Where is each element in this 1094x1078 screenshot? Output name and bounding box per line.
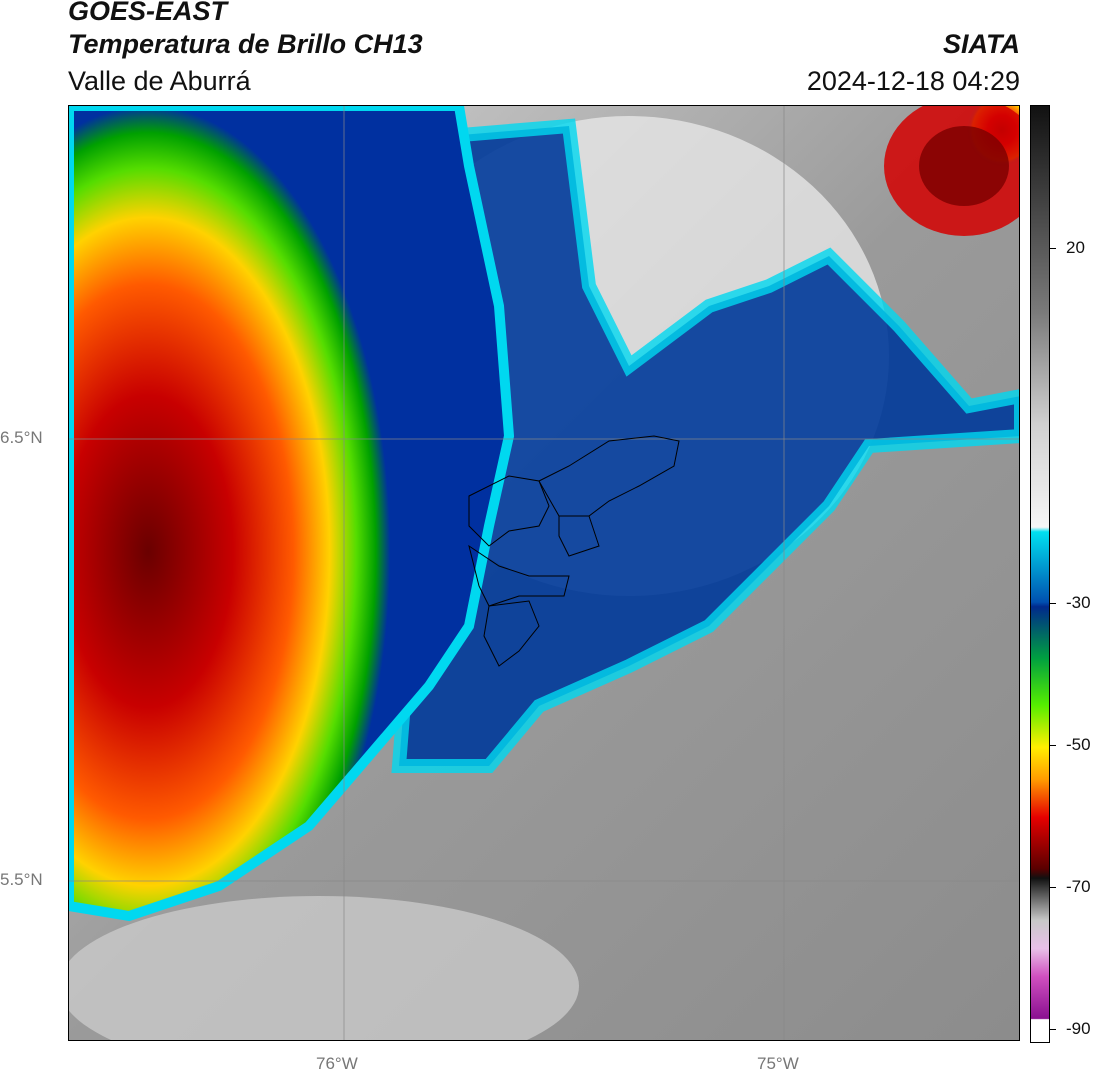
colorbar-ramp	[1031, 106, 1049, 1042]
colorbar-label-20: 20	[1066, 238, 1085, 257]
satellite-image	[69, 106, 1019, 1040]
brand-label: SIATA	[943, 29, 1020, 59]
lon-label-75: 75°W	[757, 1054, 799, 1073]
lat-label-5.5: 5.5°N	[0, 870, 43, 889]
region-title: Valle de Aburrá	[68, 66, 251, 96]
colorbar-label-minus50: -50	[1066, 735, 1091, 754]
lat-label-6.5: 6.5°N	[0, 428, 43, 447]
brightness-temperature-map	[68, 105, 1020, 1041]
colorbar-tick-20	[1050, 248, 1056, 249]
colorbar-tick-minus70	[1050, 887, 1056, 888]
colorbar-tick-minus30	[1050, 603, 1056, 604]
colorbar	[1030, 105, 1050, 1043]
colorbar-tick-minus90	[1050, 1029, 1056, 1030]
lon-label-76: 76°W	[316, 1054, 358, 1073]
colorbar-label-minus90: -90	[1066, 1019, 1091, 1038]
satellite-title: GOES-EAST	[68, 0, 228, 26]
valle-de-aburra-outline	[468, 435, 680, 667]
product-title: Temperatura de Brillo CH13	[68, 29, 423, 59]
colorbar-label-minus30: -30	[1066, 593, 1091, 612]
colorbar-label-minus70: -70	[1066, 877, 1091, 896]
colorbar-tick-minus50	[1050, 745, 1056, 746]
datetime-label: 2024-12-18 04:29	[806, 66, 1020, 96]
